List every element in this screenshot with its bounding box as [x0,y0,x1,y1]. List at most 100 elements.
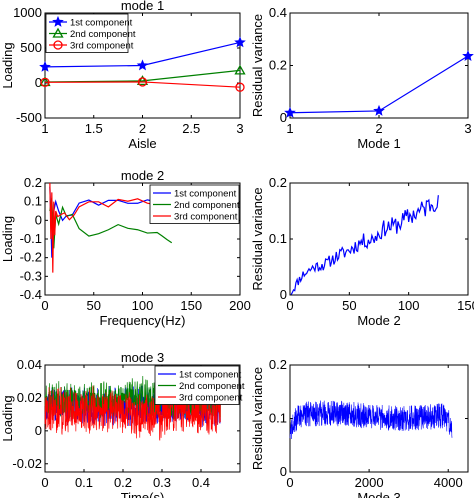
y-tick-label: -500 [16,110,42,125]
plot-mode2-residual: 0 50 100 150 0.2 0.1 0 Mode 2 Residual variance [250,175,474,328]
plot-title: mode 2 [121,168,164,183]
y-tick-label: 0 [280,287,287,302]
plot-mode2-loading: 0 50 100 150 200 0.2 0.1 0 -0.1 -0.2 -0.3 -0.4 Frequ… [0,168,251,328]
legend-marker [53,40,63,50]
y-tick-label: 0 [280,464,287,479]
y-tick-label: 0.2 [269,357,287,372]
y-tick-label: 0 [35,212,42,227]
data-point [234,36,246,48]
plot-frame [289,182,469,296]
data-point [39,60,51,72]
y-tick-label: 0.04 [17,357,42,372]
data-point [136,59,149,71]
x-tick-label: 50 [342,298,356,313]
x-tick-label: 0 [286,298,293,313]
x-tick-label: 1.5 [85,121,103,136]
x-tick-label: 150 [180,298,202,313]
y-tick-label: -0.02 [12,456,42,471]
x-tick-label: 0.4 [192,475,210,490]
x-tick-label: 1 [41,121,48,136]
x-axis-label: Aisle [128,136,156,151]
x-tick-label: 100 [398,298,420,313]
x-axis-label: Mode 2 [357,313,400,328]
series-line [44,385,221,441]
y-tick-label: 0.2 [269,58,287,73]
legend-entry: 2nd component [70,29,136,40]
x-tick-label: 0 [41,475,48,490]
legend-entry: 3rd component [179,393,243,404]
legend-marker [52,27,64,38]
plot-mode3-loading: 0 0.1 0.2 0.3 0.4 0.04 0.02 0 -0.02 Time(s) Loadin… [0,350,245,498]
data-point [39,76,51,87]
y-tick-label: -0.1 [20,231,42,246]
x-tick-label: 3 [464,121,471,136]
y-tick-label: -0.3 [20,268,42,283]
data-point [462,50,474,61]
y-axis-label: Loading [0,395,15,441]
y-tick-label: 1000 [13,5,42,20]
x-tick-label: 2 [139,121,146,136]
y-tick-label: 0.4 [269,5,287,20]
y-axis-label: Residual variance [250,187,265,290]
x-axis-label: Frequency(Hz) [100,313,186,328]
x-axis-label: Mode 1 [357,136,400,151]
x-tick-label: 2000 [355,475,384,490]
y-tick-label: 0.1 [24,194,42,209]
x-tick-label: 0 [41,298,48,313]
x-axis-label: Mode 3 [357,490,400,498]
legend-entry: 3rd component [70,41,134,52]
x-tick-label: 3 [236,121,243,136]
legend-entry: 1st component [179,370,242,381]
x-tick-label: 0.1 [75,475,93,490]
y-tick-label: 0.1 [269,231,287,246]
x-tick-label: 2 [375,121,382,136]
x-tick-label: 150 [457,298,474,313]
x-tick-label: 0.2 [114,475,132,490]
data-point [137,77,148,87]
y-tick-label: 0.1 [269,411,287,426]
data-point [235,82,245,92]
x-tick-label: 200 [229,298,251,313]
plot-mode1-loading: 1 1.5 2 2.5 3 1000 500 0 -500 Aisle Loading mode 1 1… [0,0,246,151]
plot-mode3-residual: 0 2000 4000 0.2 0.1 0 Mode 3 Residual variance [250,357,469,498]
legend-entry: 2nd component [174,200,240,211]
y-axis-label: Loading [0,216,15,262]
y-axis-label: Loading [0,42,15,88]
series-line [289,400,453,440]
plot-title: mode 3 [121,350,164,365]
legend-entry: 2nd component [179,381,245,392]
x-tick-label: 0 [286,475,293,490]
y-tick-label: 0 [35,423,42,438]
data-point [373,104,385,116]
series-line [49,197,173,249]
x-tick-label: 0.3 [153,475,171,490]
legend-entry: 1st component [174,189,237,200]
data-point [284,106,296,118]
data-point [234,64,246,75]
y-tick-label: 0 [280,110,287,125]
y-tick-label: 0.2 [269,175,287,190]
y-tick-label: 0.02 [17,390,42,405]
legend-marker [52,15,64,27]
data-point [40,77,50,87]
series-line [44,81,241,88]
x-tick-label: 2.5 [182,121,200,136]
x-tick-label: 100 [132,298,154,313]
data-point [136,75,149,86]
y-axis-label: Residual variance [250,14,265,117]
y-tick-label: 0.2 [24,175,42,190]
plot-mode1-residual: 1 2 3 0.4 0.2 0 Mode 1 Residual variance [250,5,474,151]
y-axis-label: Residual variance [250,367,265,470]
x-tick-label: 1 [286,121,293,136]
series-line [290,195,439,295]
y-tick-label: 0 [35,75,42,90]
x-axis-label: Time(s) [121,490,165,498]
y-tick-label: -0.4 [20,287,42,302]
legend-entry: 1st component [70,18,133,29]
plot-frame [289,12,469,119]
y-tick-label: 500 [20,40,42,55]
y-tick-label: -0.2 [20,250,42,265]
plot-title: mode 1 [121,0,164,13]
x-tick-label: 4000 [434,475,463,490]
